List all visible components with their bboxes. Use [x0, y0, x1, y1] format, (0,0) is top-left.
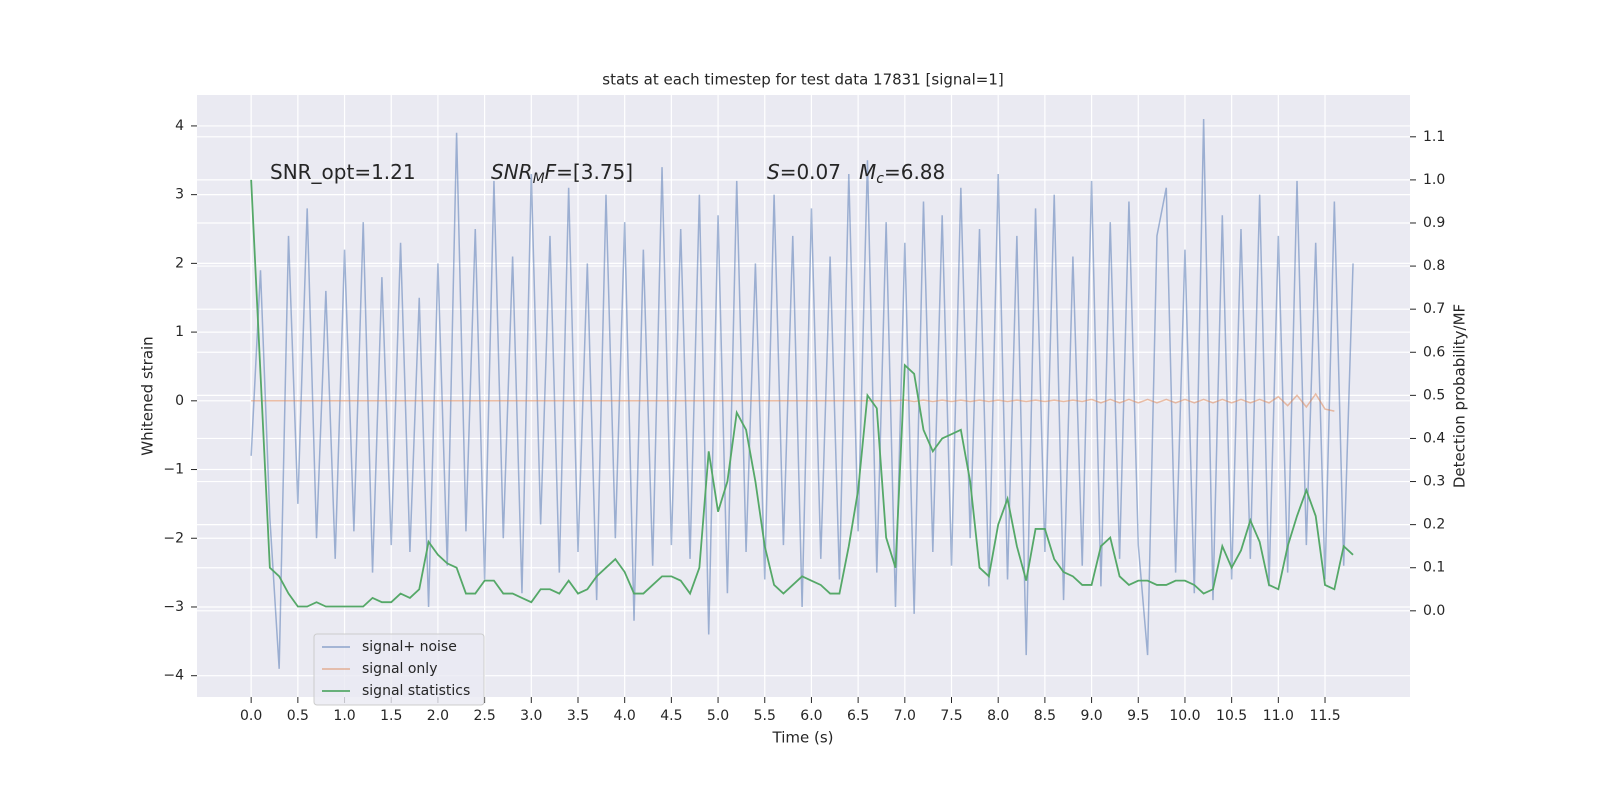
x-tick-label: 5.5 [754, 708, 776, 724]
series-line [250, 179, 1354, 608]
x-axis-label: Time (s) [772, 729, 834, 747]
x-tick-label: 6.5 [847, 708, 869, 724]
x-tick-label: 6.0 [800, 708, 822, 724]
annotation: SNR_opt=1.21 [270, 160, 416, 184]
annotation-part: S [767, 160, 780, 184]
y2-tick-label: 0.5 [1423, 387, 1445, 403]
legend-label: signal statistics [362, 683, 470, 699]
y2-tick-label: 0.3 [1423, 474, 1445, 490]
y2-tick-label: 0.9 [1423, 215, 1445, 231]
x-tick-label: 11.5 [1309, 708, 1340, 724]
x-tick-label: 0.5 [287, 708, 309, 724]
y2-tick-label: 0.8 [1423, 258, 1445, 274]
annotation-part: =6.88 [884, 160, 945, 184]
y-tick-label: 1 [175, 324, 184, 340]
y-tick-label: 3 [175, 187, 184, 203]
annotation-part: =0.07 [780, 160, 841, 184]
x-tick-label: 3.0 [520, 708, 542, 724]
annotation-part: M [859, 160, 876, 184]
y2-tick-label: 1.0 [1423, 172, 1445, 188]
annotation: SNRMF=[3.75] [491, 160, 633, 188]
x-tick-label: 4.5 [660, 708, 682, 724]
x-tick-label: 9.5 [1127, 708, 1149, 724]
plot-area [197, 95, 1410, 697]
x-tick-label: 9.0 [1080, 708, 1102, 724]
y2-tick-label: 0.1 [1423, 560, 1445, 576]
x-tick-label: 2.5 [473, 708, 495, 724]
chart-title: stats at each timestep for test data 178… [602, 71, 1003, 89]
x-tick-label: 2.0 [427, 708, 449, 724]
x-tick-label: 10.0 [1169, 708, 1200, 724]
x-tick-label: 3.5 [567, 708, 589, 724]
y2-tick-label: 0.6 [1423, 344, 1445, 360]
y2-tick-label: 0.4 [1423, 430, 1445, 446]
legend-box [313, 633, 485, 706]
series-line [251, 392, 1335, 412]
y-tick-label: −4 [163, 668, 184, 684]
annotation-part: F [545, 160, 557, 184]
annotation: Mc=6.88 [859, 160, 945, 188]
annotation-part: c [876, 171, 884, 187]
annotation-part: =[3.75] [556, 160, 633, 184]
x-tick-label: 7.0 [894, 708, 916, 724]
annotation: S=0.07 [767, 160, 841, 184]
x-tick-label: 5.0 [707, 708, 729, 724]
annotation-part: M [533, 171, 545, 187]
x-tick-label: 10.5 [1216, 708, 1247, 724]
x-tick-label: 1.0 [333, 708, 355, 724]
y-tick-label: 4 [175, 118, 184, 134]
y2-axis-label: Detection probability/MF [1451, 304, 1469, 488]
x-tick-label: 1.5 [380, 708, 402, 724]
y2-tick-label: 1.1 [1423, 129, 1445, 145]
y2-tick-label: 0.7 [1423, 301, 1445, 317]
y2-tick-label: 0.2 [1423, 517, 1445, 533]
series-line [250, 119, 1354, 669]
annotation-part: SNR [491, 160, 533, 184]
legend-label: signal only [362, 661, 437, 677]
x-tick-label: 4.0 [614, 708, 636, 724]
y-tick-label: −3 [163, 599, 184, 615]
x-tick-label: 0.0 [240, 708, 262, 724]
x-tick-label: 7.5 [940, 708, 962, 724]
y2-tick-label: 0.0 [1423, 603, 1445, 619]
y-tick-label: −2 [163, 530, 184, 546]
y-axis-label: Whitened strain [139, 336, 157, 455]
annotation-part: SNR_opt=1.21 [270, 160, 416, 184]
x-tick-label: 8.0 [987, 708, 1009, 724]
legend-label: signal+ noise [362, 639, 457, 655]
x-tick-label: 8.5 [1034, 708, 1056, 724]
y-tick-label: −1 [163, 462, 184, 478]
y-tick-label: 2 [175, 255, 184, 271]
x-tick-label: 11.0 [1263, 708, 1294, 724]
y-tick-label: 0 [175, 393, 184, 409]
